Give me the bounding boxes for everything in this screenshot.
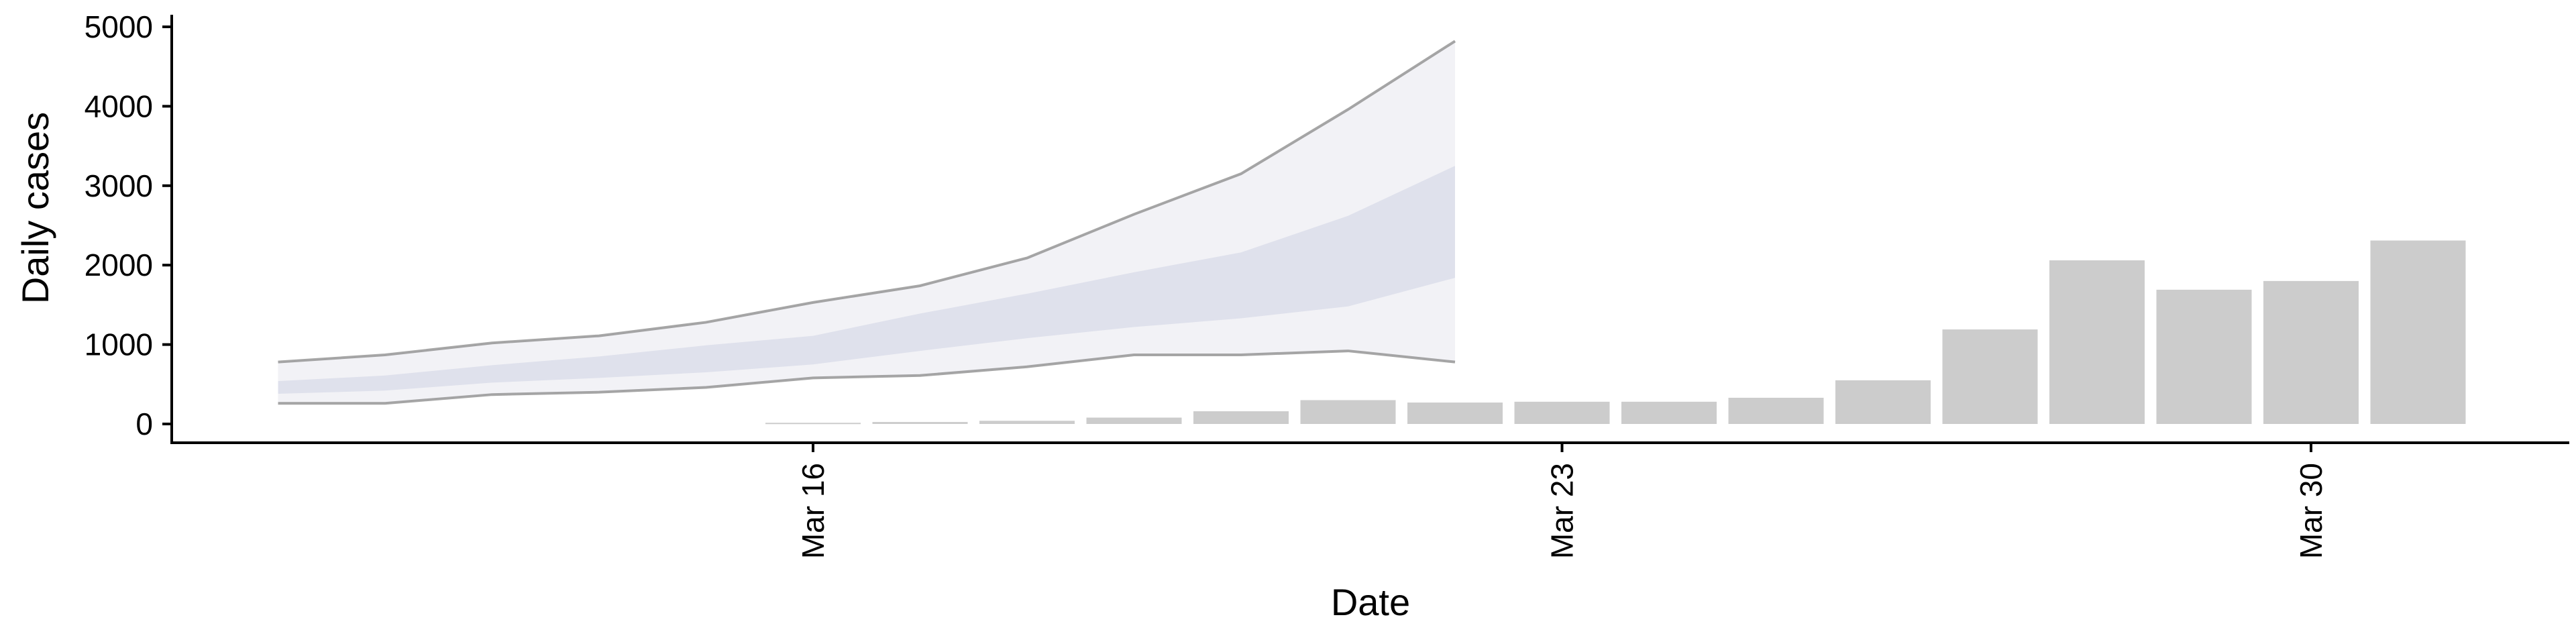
bar — [1728, 397, 1824, 424]
y-axis-title: Daily cases — [14, 112, 56, 304]
inner-forecast-band — [278, 166, 1455, 394]
y-tick-label: 4000 — [85, 89, 153, 123]
bar — [1407, 402, 1503, 424]
bar — [2156, 289, 2252, 424]
y-tick-label: 5000 — [85, 9, 153, 44]
bar — [979, 421, 1075, 424]
x-tick-label: Mar 23 — [1545, 463, 1580, 559]
bar — [1942, 329, 2038, 424]
y-tick-label: 1000 — [85, 327, 153, 362]
bar — [872, 422, 968, 424]
forecast-lower-line — [278, 350, 1456, 405]
bar — [1086, 417, 1182, 424]
bar — [2263, 280, 2359, 424]
bar — [1300, 400, 1396, 424]
axes — [170, 15, 2569, 444]
x-axis-title: Date — [1331, 581, 1410, 623]
x-ticks: Mar 16 Mar 23 Mar 30 — [796, 443, 2328, 559]
bar — [2049, 260, 2145, 424]
bar — [1193, 411, 1289, 424]
bars-series — [765, 240, 2466, 425]
x-tick-label: Mar 30 — [2294, 463, 2328, 559]
x-tick-label: Mar 16 — [796, 463, 830, 559]
bar — [2370, 240, 2466, 424]
y-tick-label: 0 — [136, 407, 153, 441]
y-tick-label: 2000 — [85, 248, 153, 282]
y-ticks: 0 1000 2000 3000 4000 5000 — [85, 9, 172, 441]
forecast-bands — [278, 40, 1456, 405]
bar — [1514, 401, 1610, 424]
bar — [1835, 380, 1931, 424]
bar — [765, 423, 861, 425]
bar — [1621, 401, 1717, 424]
y-tick-label: 3000 — [85, 168, 153, 203]
forecast-upper-line — [278, 40, 1456, 364]
